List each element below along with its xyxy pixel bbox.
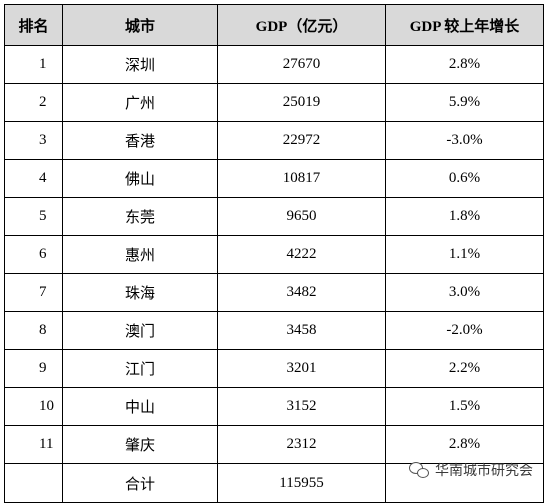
cell-growth: 2.8%	[385, 425, 544, 464]
table-row: 7 珠海 3482 3.0%	[4, 273, 544, 312]
cell-gdp: 3201	[217, 349, 386, 388]
cell-growth: 2.8%	[385, 45, 544, 84]
cell-gdp: 2312	[217, 425, 386, 464]
gdp-table: 排名 城市 GDP（亿元） GDP 较上年增长 1 深圳 27670 2.8% …	[4, 4, 544, 503]
watermark-text: 华南城市研究会	[435, 463, 533, 479]
cell-rank: 11	[4, 425, 63, 464]
cell-rank: 5	[4, 197, 63, 236]
cell-city: 广州	[62, 83, 218, 122]
cell-gdp: 27670	[217, 45, 386, 84]
cell-rank: 8	[4, 311, 63, 350]
table-row: 9 江门 3201 2.2%	[4, 349, 544, 388]
table-row: 6 惠州 4222 1.1%	[4, 235, 544, 274]
cell-rank: 4	[4, 159, 63, 198]
header-gdp: GDP（亿元）	[217, 4, 386, 46]
cell-city: 东莞	[62, 197, 218, 236]
cell-gdp: 10817	[217, 159, 386, 198]
cell-growth: 3.0%	[385, 273, 544, 312]
cell-city: 深圳	[62, 45, 218, 84]
header-city: 城市	[62, 4, 218, 46]
watermark: 华南城市研究会	[409, 460, 533, 480]
cell-growth: -3.0%	[385, 121, 544, 160]
cell-gdp: 9650	[217, 197, 386, 236]
table-row: 2 广州 25019 5.9%	[4, 83, 544, 122]
cell-growth: 0.6%	[385, 159, 544, 198]
cell-city: 澳门	[62, 311, 218, 350]
cell-gdp: 3152	[217, 387, 386, 426]
header-growth: GDP 较上年增长	[385, 4, 544, 46]
cell-gdp: 22972	[217, 121, 386, 160]
cell-rank: 9	[4, 349, 63, 388]
cell-rank: 10	[4, 387, 63, 426]
cell-gdp: 4222	[217, 235, 386, 274]
cell-growth: 1.1%	[385, 235, 544, 274]
cell-city: 珠海	[62, 273, 218, 312]
cell-growth: 2.2%	[385, 349, 544, 388]
table-row: 3 香港 22972 -3.0%	[4, 121, 544, 160]
cell-rank: 1	[4, 45, 63, 84]
cell-rank: 3	[4, 121, 63, 160]
table-row: 11 肇庆 2312 2.8%	[4, 425, 544, 464]
cell-city: 肇庆	[62, 425, 218, 464]
cell-rank	[4, 463, 63, 503]
cell-city: 江门	[62, 349, 218, 388]
table-row: 5 东莞 9650 1.8%	[4, 197, 544, 236]
cell-growth: 1.5%	[385, 387, 544, 426]
cell-city: 佛山	[62, 159, 218, 198]
cell-total-gdp: 115955	[217, 463, 386, 503]
cell-city: 香港	[62, 121, 218, 160]
table-row: 8 澳门 3458 -2.0%	[4, 311, 544, 350]
header-rank: 排名	[4, 4, 63, 46]
cell-gdp: 3458	[217, 311, 386, 350]
cell-growth: 1.8%	[385, 197, 544, 236]
cell-growth: 5.9%	[385, 83, 544, 122]
cell-growth: -2.0%	[385, 311, 544, 350]
cell-rank: 7	[4, 273, 63, 312]
table-row: 4 佛山 10817 0.6%	[4, 159, 544, 198]
cell-rank: 2	[4, 83, 63, 122]
table-row: 1 深圳 27670 2.8%	[4, 45, 544, 84]
table-header-row: 排名 城市 GDP（亿元） GDP 较上年增长	[4, 4, 544, 46]
table-row: 10 中山 3152 1.5%	[4, 387, 544, 426]
cell-city: 中山	[62, 387, 218, 426]
wechat-icon	[409, 462, 429, 478]
cell-total-label: 合计	[62, 463, 218, 503]
cell-rank: 6	[4, 235, 63, 274]
cell-gdp: 25019	[217, 83, 386, 122]
cell-city: 惠州	[62, 235, 218, 274]
cell-gdp: 3482	[217, 273, 386, 312]
